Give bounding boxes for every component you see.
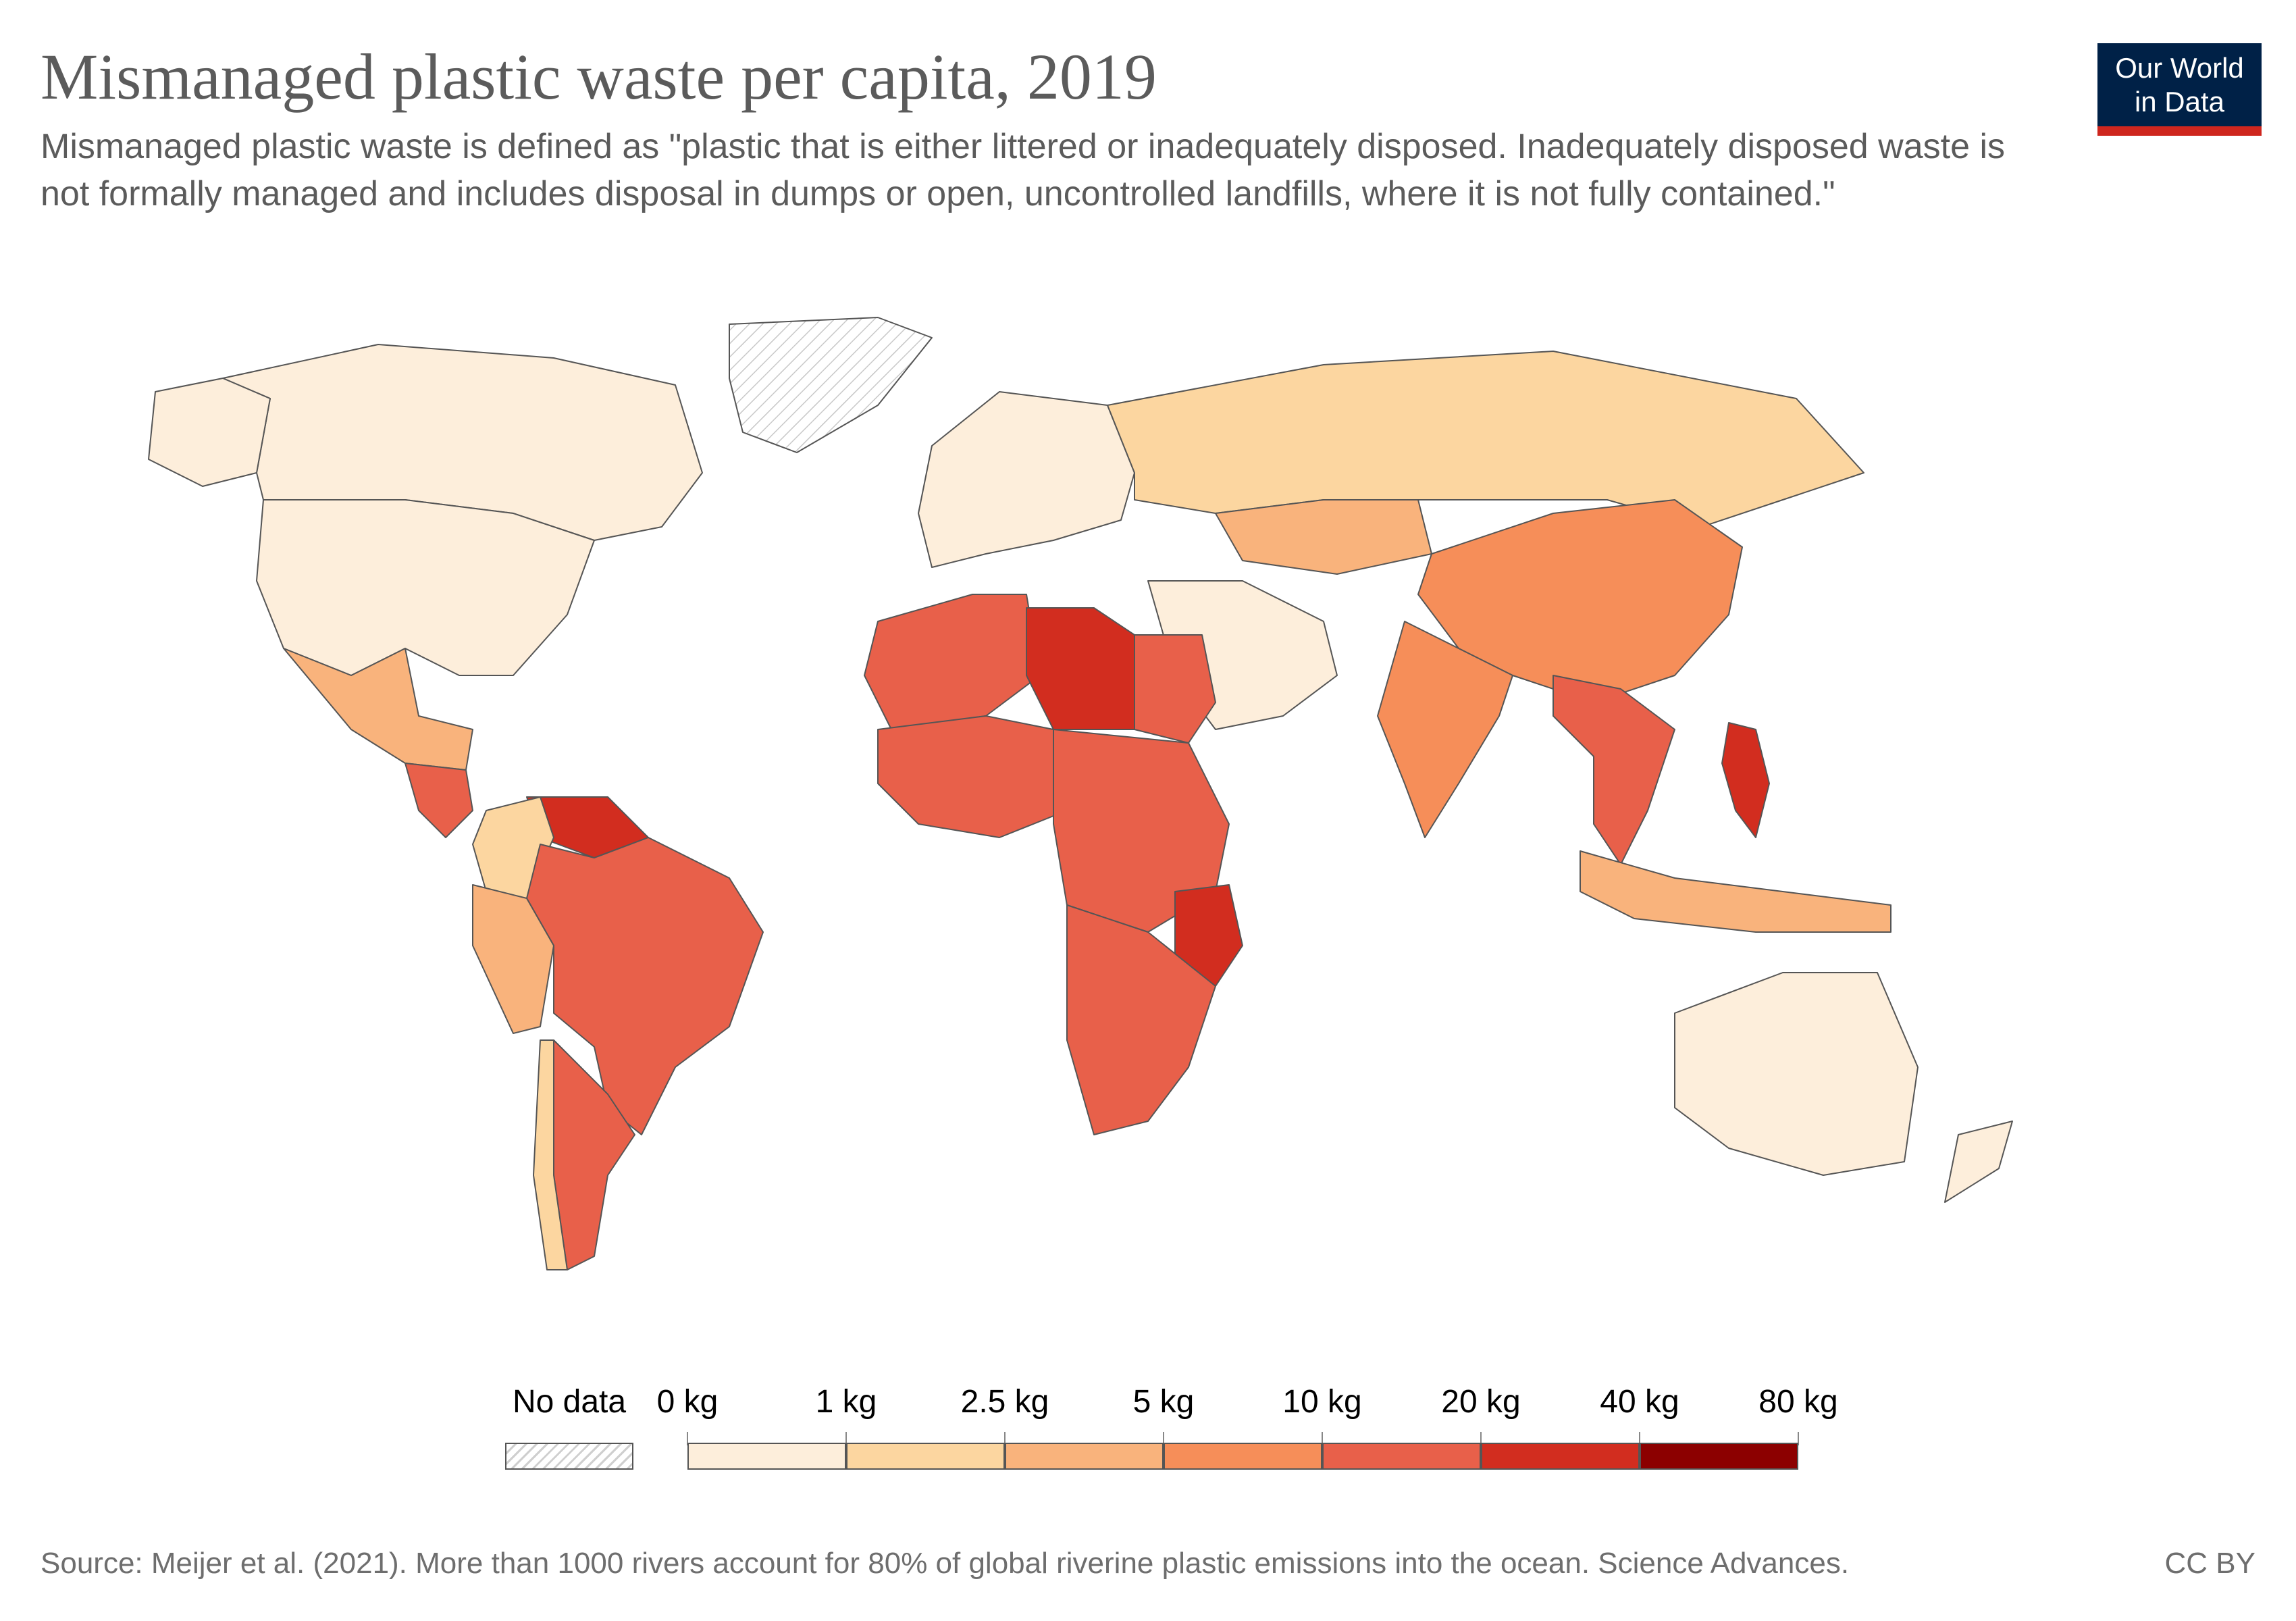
legend-tick-3 — [1163, 1432, 1164, 1445]
legend-swatch-no-data[interactable] — [505, 1443, 633, 1470]
region-egypt[interactable] — [1134, 634, 1216, 744]
region-europe[interactable] — [918, 391, 1135, 568]
region-new-zealand[interactable] — [1944, 1121, 2013, 1203]
legend-tick-5 — [1480, 1432, 1482, 1445]
legend-tick-7 — [1798, 1432, 1799, 1445]
legend-swatch-5[interactable] — [1481, 1443, 1640, 1470]
legend-label-1: 1 kg — [815, 1384, 877, 1420]
legend-swatch-4[interactable] — [1322, 1443, 1481, 1470]
owid-logo[interactable]: Our World in Data — [2097, 43, 2262, 136]
region-peru[interactable] — [472, 884, 554, 1034]
chart-subtitle: Mismanaged plastic waste is defined as "… — [41, 127, 2006, 213]
region-russia[interactable] — [1107, 351, 1864, 528]
legend-tick-0 — [687, 1432, 688, 1445]
region-china[interactable] — [1417, 499, 1743, 703]
legend-swatch-2[interactable] — [1005, 1443, 1164, 1470]
region-chile[interactable] — [533, 1039, 568, 1270]
legend-label-2: 2.5 kg — [960, 1384, 1049, 1420]
region-libya[interactable] — [1026, 607, 1135, 730]
legend-label-0: 0 kg — [656, 1384, 719, 1420]
region-southern-africa[interactable] — [1066, 904, 1216, 1135]
legend-swatch-1[interactable] — [846, 1443, 1005, 1470]
region-brazil[interactable] — [526, 837, 764, 1135]
legend-tick-2 — [1004, 1432, 1006, 1445]
region-alaska[interactable] — [148, 378, 271, 487]
region-central-america[interactable] — [405, 763, 473, 838]
legend-swatch-3[interactable] — [1164, 1443, 1322, 1470]
region-kazakhstan[interactable] — [1215, 499, 1432, 575]
legend-swatch-0[interactable] — [687, 1443, 846, 1470]
region-india[interactable] — [1377, 621, 1513, 838]
legend-tick-1 — [845, 1432, 847, 1445]
legend-tick-6 — [1639, 1432, 1640, 1445]
region-north-africa[interactable] — [864, 594, 1041, 730]
region-mexico[interactable] — [283, 648, 473, 771]
legend-label-3: 5 kg — [1132, 1384, 1195, 1420]
region-west-africa[interactable] — [877, 715, 1068, 838]
legend-label-6: 40 kg — [1600, 1384, 1679, 1420]
region-greenland[interactable] — [729, 317, 933, 453]
license-link[interactable]: CC BY — [2164, 1547, 2255, 1580]
source-note: Source: Meijer et al. (2021). More than … — [41, 1547, 1850, 1580]
world-map[interactable] — [0, 297, 2296, 1310]
legend-swatch-6[interactable] — [1640, 1443, 1798, 1470]
region-philippines[interactable] — [1721, 722, 1770, 838]
color-legend: No data 0 kg 1 kg 2.5 kg 5 kg 10 kg 20 kg 40 k… — [0, 1383, 2296, 1478]
legend-label-no-data: No data — [512, 1384, 627, 1420]
region-australia[interactable] — [1674, 972, 1919, 1176]
legend-tick-4 — [1322, 1432, 1323, 1445]
legend-label-7: 80 kg — [1758, 1384, 1838, 1420]
legend-label-5: 20 kg — [1441, 1384, 1521, 1420]
region-usa[interactable] — [256, 499, 595, 676]
region-southeast-asia[interactable] — [1553, 675, 1675, 865]
legend-label-4: 10 kg — [1282, 1384, 1362, 1420]
logo-line-2: in Data — [2134, 85, 2225, 118]
chart-title: Mismanaged plastic waste per capita, 201… — [41, 41, 1157, 113]
logo-line-1: Our World — [2115, 51, 2244, 84]
region-indonesia[interactable] — [1580, 850, 1891, 933]
